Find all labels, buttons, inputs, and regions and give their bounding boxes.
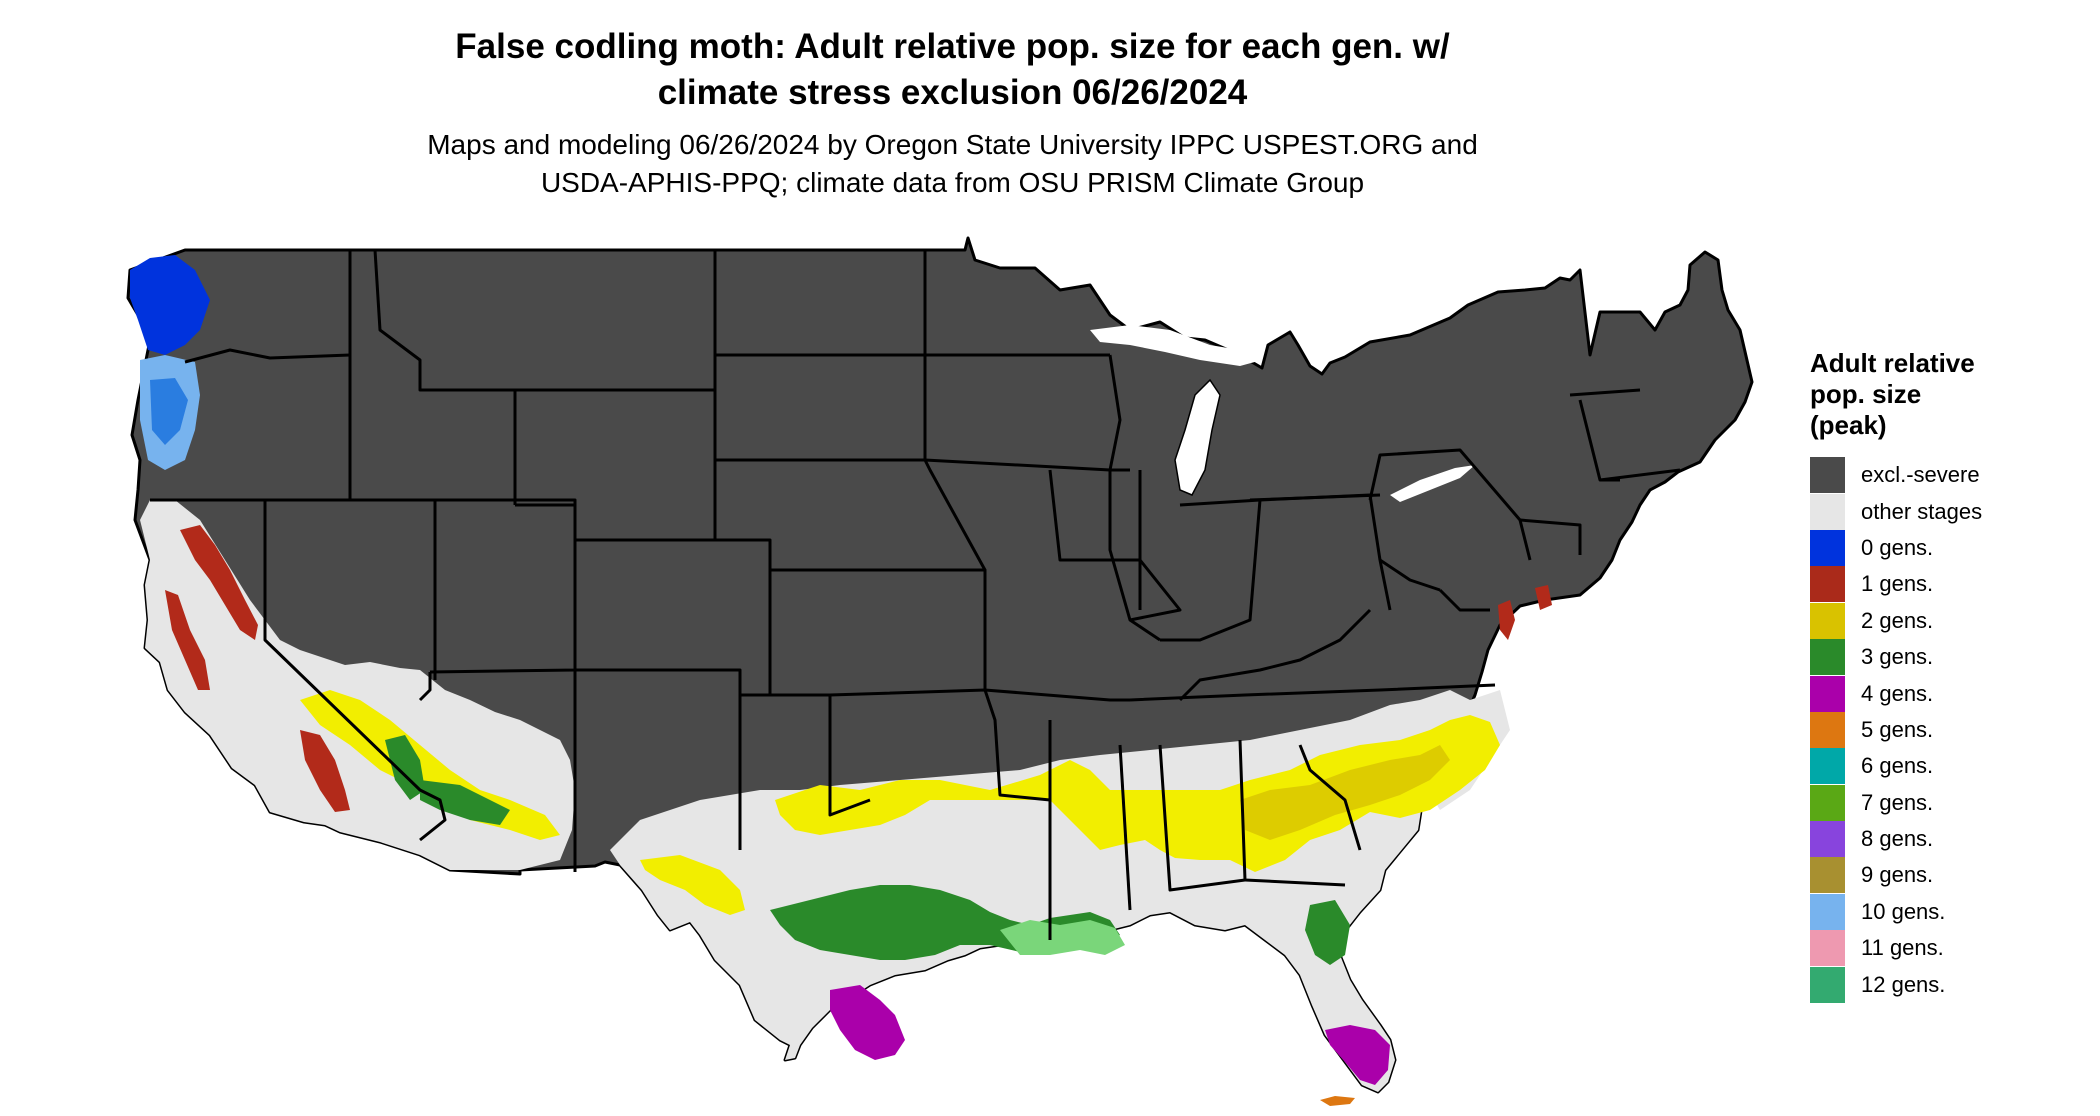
legend-swatch [1810, 529, 1845, 566]
map-legend: Adult relative pop. size (peak) excl.-se… [1810, 348, 1982, 1003]
legend-swatch [1810, 711, 1845, 748]
legend-item: 5 gens. [1810, 711, 1982, 748]
region-3-gens-florida [1305, 900, 1350, 965]
state-boundaries [150, 249, 1681, 940]
legend-swatch [1810, 821, 1845, 858]
lake-michigan [1174, 378, 1221, 496]
legend-swatch [1810, 602, 1845, 639]
legend-swatch [1810, 493, 1845, 530]
legend-swatch [1810, 966, 1845, 1003]
legend-item: 7 gens. [1810, 784, 1982, 821]
region-1-gens-delmarva [1498, 600, 1515, 640]
region-4-gens-florida [1325, 1025, 1390, 1085]
legend-swatch [1810, 675, 1845, 712]
map-subtitle: Maps and modeling 06/26/2024 by Oregon S… [0, 126, 1905, 202]
legend-swatch [1810, 930, 1845, 967]
region-3-gens-gulf-light [1000, 920, 1125, 955]
legend-item: 4 gens. [1810, 675, 1982, 712]
us-map [126, 236, 1754, 1106]
legend-item: 0 gens. [1810, 529, 1982, 566]
region-4-gens-texas [830, 985, 905, 1060]
legend-label: 9 gens. [1861, 862, 1934, 888]
legend-label: 11 gens. [1861, 935, 1944, 961]
legend-swatch [1810, 457, 1845, 494]
legend-swatch [1810, 784, 1845, 821]
legend-swatch [1810, 857, 1845, 894]
legend-item: 9 gens. [1810, 857, 1982, 894]
legend-label: 10 gens. [1861, 898, 1946, 924]
map-title: False codling moth: Adult relative pop. … [0, 24, 1905, 116]
legend-item: other stages [1810, 493, 1983, 530]
lake-erie [1390, 465, 1475, 502]
legend-item: 10 gens. [1810, 893, 1982, 930]
legend-label: 8 gens. [1861, 826, 1934, 852]
legend-item: 3 gens. [1810, 639, 1982, 676]
legend-label: excl.-severe [1861, 462, 1980, 488]
legend-label: 12 gens. [1861, 971, 1946, 997]
legend-label: other stages [1861, 498, 1983, 524]
legend-title-line-1: Adult relative [1810, 348, 1975, 378]
region-1-gens-coast [165, 590, 210, 690]
region-3-gens-az [420, 780, 510, 825]
region-5-gens-keys [1320, 1096, 1355, 1106]
legend-items: excl.-severe other stages 0 gens. 1 gens. 2 … [1810, 457, 1982, 1003]
legend-label: 7 gens. [1861, 789, 1934, 815]
region-0-gens-pnw [130, 255, 210, 355]
legend-label: 1 gens. [1861, 571, 1934, 597]
legend-title-line-2: pop. size [1810, 379, 1922, 409]
legend-swatch [1810, 748, 1845, 785]
lake-superior [1090, 325, 1262, 366]
region-1-gens-mid-atlantic [1535, 585, 1552, 610]
map-title-line-1: False codling moth: Adult relative pop. … [455, 27, 1450, 66]
region-10-gens-oregon-coast-blue [150, 378, 188, 445]
legend-label: 4 gens. [1861, 680, 1934, 706]
legend-label: 2 gens. [1861, 607, 1934, 633]
region-2-gens [775, 715, 1500, 872]
region-1-gens-socal [300, 730, 350, 812]
legend-item: excl.-severe [1810, 457, 1982, 494]
legend-item: 12 gens. [1810, 966, 1982, 1003]
map-subtitle-line-1: Maps and modeling 06/26/2024 by Oregon S… [427, 129, 1478, 160]
legend-item: 6 gens. [1810, 748, 1982, 785]
legend-item: 2 gens. [1810, 602, 1982, 639]
legend-item: 1 gens. [1810, 566, 1982, 603]
region-2-gens-tx [640, 855, 745, 915]
legend-label: 3 gens. [1861, 644, 1934, 670]
legend-label: 6 gens. [1861, 753, 1934, 779]
legend-label: 5 gens. [1861, 716, 1934, 742]
map-subtitle-line-2: USDA-APHIS-PPQ; climate data from OSU PR… [540, 167, 1365, 198]
region-2-gens-dark [1240, 745, 1450, 840]
legend-swatch [1810, 639, 1845, 676]
legend-item: 11 gens. [1810, 930, 1982, 967]
legend-title: Adult relative pop. size (peak) [1810, 348, 1982, 441]
region-1-gens-california [180, 525, 258, 640]
legend-item: 8 gens. [1810, 821, 1982, 858]
legend-title-line-3: (peak) [1810, 410, 1887, 440]
region-other-stages-west [140, 500, 575, 870]
map-title-line-2: climate stress exclusion 06/26/2024 [657, 73, 1248, 112]
legend-swatch [1810, 566, 1845, 603]
legend-swatch [1810, 893, 1845, 930]
legend-label: 0 gens. [1861, 534, 1934, 560]
